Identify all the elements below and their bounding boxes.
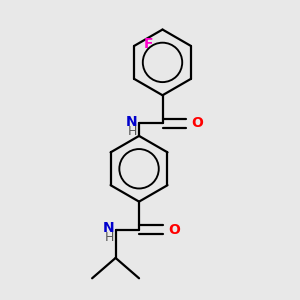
Text: H: H [105, 231, 114, 244]
Text: O: O [192, 116, 203, 130]
Text: N: N [102, 221, 114, 235]
Text: O: O [168, 223, 180, 237]
Text: H: H [128, 125, 137, 138]
Text: F: F [143, 38, 153, 51]
Text: N: N [126, 115, 137, 129]
